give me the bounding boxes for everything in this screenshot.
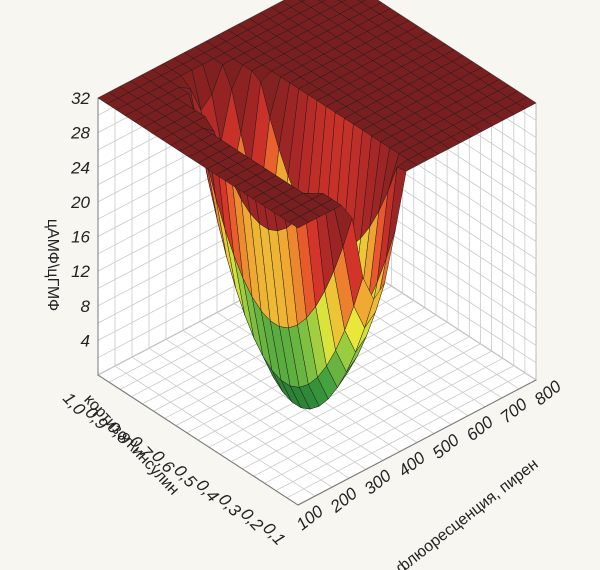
z-tick-label: 28 bbox=[70, 124, 90, 143]
x-tick-label: 700 bbox=[497, 394, 531, 427]
z-tick-label: 4 bbox=[81, 331, 90, 350]
grid-line bbox=[220, 329, 459, 455]
x-tick-label: 500 bbox=[429, 430, 463, 463]
grid-line bbox=[286, 372, 526, 499]
x-tick-label: 800 bbox=[531, 376, 565, 409]
grid-line bbox=[231, 336, 470, 463]
surface-cell bbox=[357, 0, 367, 3]
surface-cell bbox=[298, 0, 306, 2]
x-tick-label: 200 bbox=[326, 483, 361, 516]
surface bbox=[97, 0, 537, 410]
x-tick-label: 400 bbox=[395, 448, 429, 481]
x-tick-label: 300 bbox=[361, 466, 395, 499]
y-axis-line bbox=[97, 374, 299, 506]
z-tick-label: 16 bbox=[71, 228, 90, 247]
z-tick-label: 32 bbox=[71, 89, 90, 108]
surface-cell bbox=[318, 0, 326, 3]
grid-line bbox=[242, 343, 481, 470]
z-tick-label: 20 bbox=[70, 193, 90, 212]
x-tick-label: 600 bbox=[463, 412, 497, 445]
z-axis-label: цАМФ\цГМФ bbox=[44, 219, 61, 311]
z-tick-label: 24 bbox=[70, 158, 90, 177]
grid-line bbox=[253, 350, 492, 477]
grid-line bbox=[264, 357, 503, 484]
surface-cell bbox=[288, 216, 310, 229]
surface-cell bbox=[337, 0, 347, 3]
z-tick-label: 8 bbox=[81, 297, 91, 316]
x-axis-line bbox=[297, 379, 537, 506]
z-tick-label: 12 bbox=[71, 262, 90, 281]
grid-line bbox=[275, 365, 514, 491]
x-tick-label: 100 bbox=[293, 501, 327, 534]
